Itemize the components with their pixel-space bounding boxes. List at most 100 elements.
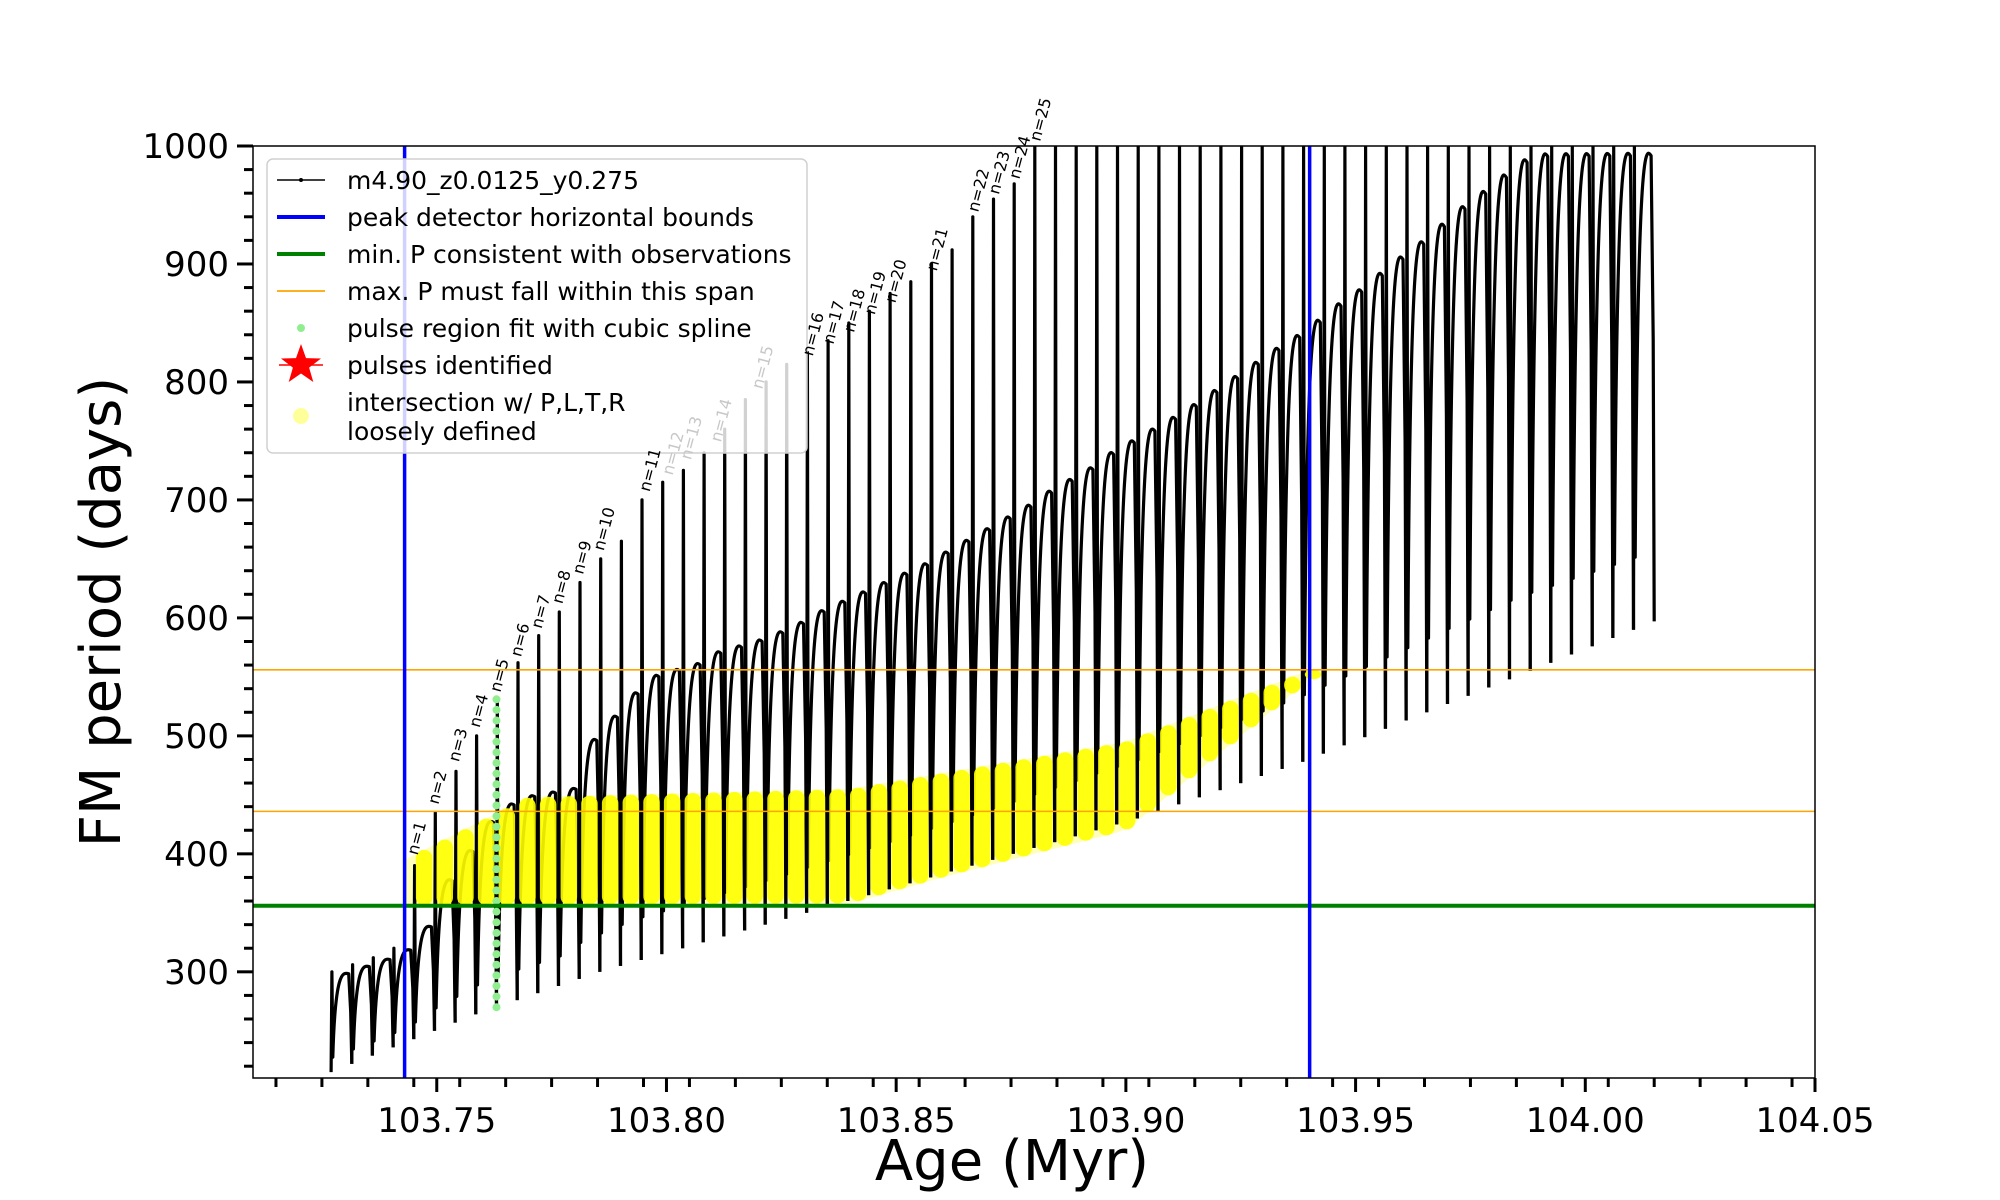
x-tick-label: 103.85 xyxy=(837,1101,956,1141)
spline-fit-point xyxy=(492,992,501,1001)
pulse-track xyxy=(577,580,602,979)
pulse-track xyxy=(1466,146,1491,696)
spline-fit-point xyxy=(492,960,501,969)
intersection-marker xyxy=(850,787,867,902)
pulse-number-label: n=3 xyxy=(444,726,471,764)
pulse-track xyxy=(639,498,664,961)
legend-label: pulses identified xyxy=(347,351,553,380)
x-tick-label: 104.05 xyxy=(1756,1101,1875,1141)
pulse-track xyxy=(1507,146,1532,680)
legend-label: pulse region fit with cubic spline xyxy=(347,314,752,343)
pulse-track xyxy=(1053,146,1077,843)
pulse-track xyxy=(867,309,891,896)
intersection-marker xyxy=(912,777,929,884)
intersection-marker xyxy=(519,797,536,906)
pulse-track xyxy=(1404,146,1429,721)
legend-marker xyxy=(297,324,305,332)
legend-label: loosely defined xyxy=(347,417,537,446)
legend-box xyxy=(266,158,808,454)
intersection-marker xyxy=(1222,700,1239,745)
x-tick-label: 104.00 xyxy=(1526,1101,1645,1141)
pulse-track xyxy=(722,427,747,937)
intersection-marker xyxy=(581,795,598,905)
spline-fit-point xyxy=(492,727,501,736)
intersection-marker xyxy=(705,792,722,905)
y-tick-label: 400 xyxy=(164,835,229,875)
intersection-marker xyxy=(415,849,433,906)
pulse-number-label: n=8 xyxy=(548,568,575,606)
y-tick-label: 600 xyxy=(164,599,229,639)
legend-marker xyxy=(281,344,321,382)
pulse-track xyxy=(1073,146,1098,837)
pulse-track xyxy=(618,539,643,966)
spline-fit-point xyxy=(492,695,501,704)
spline-fit-point xyxy=(492,1003,501,1012)
pulse-track xyxy=(970,215,995,866)
pulse-number-label: n=24 xyxy=(1005,134,1035,181)
pulse-number-label: n=21 xyxy=(922,226,952,273)
spline-fit-point xyxy=(492,759,501,768)
pulse-track xyxy=(1528,146,1553,672)
pulse-track xyxy=(805,350,829,913)
pulse-track xyxy=(1321,146,1346,754)
pulse-track xyxy=(350,963,374,1064)
pulse-track xyxy=(1383,146,1408,729)
intersection-marker xyxy=(684,793,702,905)
intersection-marker xyxy=(663,793,681,905)
intersection-marker xyxy=(1180,717,1198,779)
intersection-marker xyxy=(477,818,495,906)
intersection-marker xyxy=(767,790,784,904)
x-tick-label: 103.90 xyxy=(1066,1101,1185,1141)
legend-marker-dot xyxy=(299,178,303,182)
pulse-track xyxy=(1135,146,1160,819)
pulse-track xyxy=(949,248,974,872)
x-tick-label: 103.80 xyxy=(607,1101,726,1141)
intersection-marker xyxy=(829,789,846,904)
pulse-track xyxy=(329,970,354,1073)
intersection-marker xyxy=(1015,759,1032,857)
intersection-marker xyxy=(808,789,826,904)
spline-fit-point xyxy=(492,801,501,810)
legend-label: peak detector horizontal bounds xyxy=(347,203,754,232)
spline-fit-point xyxy=(492,907,501,916)
intersection-marker xyxy=(1160,725,1177,796)
intersection-marker xyxy=(1304,669,1322,680)
spline-fit-point xyxy=(492,822,501,831)
spline-fit-point xyxy=(492,705,501,714)
spline-fit-point xyxy=(492,971,501,980)
pulse-track xyxy=(991,197,1015,860)
pulse-track xyxy=(412,864,437,1040)
intersection-marker xyxy=(560,796,578,905)
pulse-track xyxy=(1363,146,1387,738)
intersection-marker xyxy=(1056,752,1074,846)
axes: 103.75 103.80 103.85 103.90 103.95 104.00 104.… xyxy=(142,127,1874,1141)
pulse-track xyxy=(598,557,623,972)
spline-fit-point xyxy=(492,875,501,884)
intersection-marker xyxy=(746,791,764,904)
spline-fit-point xyxy=(492,737,501,746)
spline-fit-point xyxy=(492,865,501,874)
intersection-marker xyxy=(622,794,640,905)
intersection-marker xyxy=(1077,748,1094,841)
pulse-track xyxy=(1197,146,1222,798)
plot-frame xyxy=(252,145,1816,1079)
spline-fit-point xyxy=(492,716,501,725)
pulse-track xyxy=(370,956,395,1056)
spline-fit-point xyxy=(492,928,501,937)
y-tick-label: 300 xyxy=(164,953,229,993)
pulse-track xyxy=(1445,146,1470,705)
intersection-marker xyxy=(436,839,453,906)
intersection-marker xyxy=(953,769,970,873)
y-tick-label: 900 xyxy=(164,245,229,285)
pulse-track xyxy=(1218,146,1243,791)
intersection-marker xyxy=(994,762,1012,862)
pulse-track xyxy=(1115,146,1139,825)
y-tick-label: 800 xyxy=(164,363,229,403)
pulse-number-label: n=10 xyxy=(589,505,619,552)
plot-area xyxy=(253,146,1815,1078)
intersection-marker xyxy=(457,829,474,906)
x-tick-label: 103.95 xyxy=(1296,1101,1415,1141)
pulse-track xyxy=(1280,146,1305,769)
intersection-marker xyxy=(643,794,660,905)
